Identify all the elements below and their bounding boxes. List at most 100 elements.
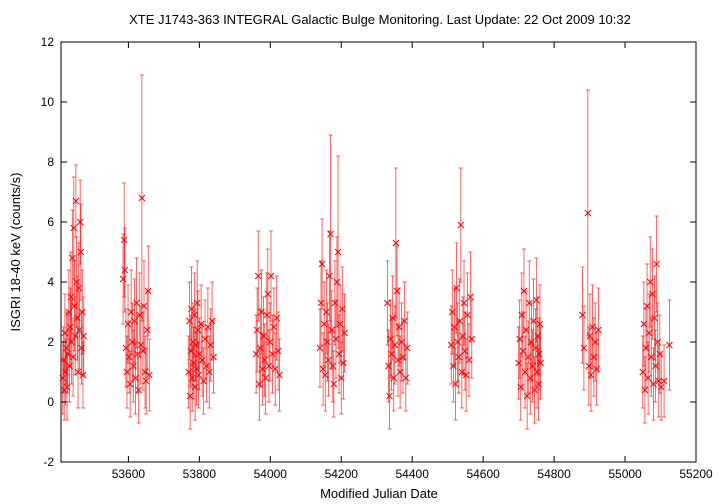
x-marker (660, 377, 668, 385)
x-tick-label: 54400 (396, 467, 430, 481)
data-point (461, 311, 469, 391)
x-marker (78, 308, 86, 316)
x-marker (144, 287, 152, 295)
x-marker (402, 374, 410, 382)
data-point (121, 227, 129, 313)
x-marker (395, 323, 403, 331)
x-marker (264, 290, 272, 298)
plot-frame (60, 41, 697, 463)
data-point (536, 284, 544, 364)
data-point (590, 317, 598, 397)
x-marker (207, 341, 215, 349)
x-marker (260, 332, 267, 340)
x-tick-label: 54000 (254, 467, 288, 481)
x-marker (200, 377, 207, 385)
x-marker (330, 380, 338, 388)
x-marker (465, 356, 473, 364)
x-marker (329, 362, 337, 370)
y-tick-label: 4 (47, 275, 54, 289)
x-marker (67, 293, 75, 301)
data-point (386, 362, 393, 430)
x-marker (523, 392, 531, 400)
x-marker (194, 326, 202, 334)
data-point (533, 257, 540, 343)
x-marker (124, 320, 132, 328)
x-marker (334, 248, 342, 256)
data-point (267, 230, 275, 322)
data-point (452, 347, 459, 421)
x-marker (193, 299, 201, 307)
y-axis-label: ISGRI 18-40 keV (counts/s) (8, 173, 23, 332)
x-marker (120, 236, 128, 244)
data-point (67, 251, 75, 343)
data-point (120, 182, 128, 298)
x-marker (76, 218, 84, 226)
data-point (274, 311, 282, 391)
data-point (76, 179, 84, 265)
x-marker (135, 386, 143, 394)
x-marker (396, 368, 404, 376)
data-point (324, 302, 331, 382)
x-marker (267, 272, 275, 280)
y-tick-label: 2 (47, 335, 54, 349)
x-marker (461, 347, 469, 355)
x-marker (584, 209, 592, 217)
data-point (266, 302, 274, 382)
data-point (254, 230, 262, 322)
data-point (468, 299, 476, 379)
x-marker (317, 299, 325, 307)
x-tick-label: 55000 (608, 467, 642, 481)
data-point (66, 287, 74, 367)
data-point (263, 272, 271, 358)
x-marker (458, 368, 466, 376)
x-marker (580, 344, 588, 352)
x-tick-label: 55200 (679, 467, 713, 481)
data-point (135, 356, 143, 424)
x-marker (333, 278, 341, 286)
data-point (394, 323, 402, 397)
x-marker (61, 329, 69, 337)
x-marker (66, 323, 74, 331)
x-marker (589, 323, 596, 331)
x-marker (140, 302, 148, 310)
x-marker (392, 239, 400, 247)
x-marker (133, 299, 140, 307)
x-marker (195, 371, 202, 379)
x-marker (464, 311, 471, 319)
x-marker (265, 362, 273, 370)
x-marker (316, 344, 324, 352)
data-point (62, 311, 70, 385)
x-marker (401, 317, 408, 325)
data-point (80, 296, 88, 376)
x-marker (205, 368, 213, 376)
x-marker (141, 368, 149, 376)
x-marker (457, 221, 465, 229)
x-marker (127, 308, 135, 316)
x-marker (253, 326, 261, 334)
data-point (455, 320, 463, 394)
data-point (459, 296, 467, 376)
x-marker (201, 335, 209, 343)
x-marker (63, 383, 71, 391)
data-point (391, 305, 399, 385)
data-point (144, 245, 152, 337)
x-marker (384, 299, 391, 307)
x-marker (198, 356, 206, 364)
data-point (398, 302, 405, 382)
x-marker (62, 344, 70, 352)
x-marker (276, 371, 283, 379)
x-marker (274, 347, 282, 355)
x-marker (255, 380, 263, 388)
x-marker (325, 356, 332, 364)
data-point (336, 284, 344, 364)
y-tick-label: 6 (47, 215, 54, 229)
x-marker (468, 335, 476, 343)
data-point (142, 347, 150, 415)
x-marker (595, 326, 602, 334)
y-tick-label: 12 (41, 35, 55, 49)
data-point (125, 320, 133, 394)
x-marker (644, 374, 652, 382)
axis-layer: -2 0 2 4 6 8 10 12 53600 53800 54000 54200 54400 5460… (41, 35, 713, 481)
data-point (460, 260, 468, 346)
data-point (188, 266, 195, 352)
